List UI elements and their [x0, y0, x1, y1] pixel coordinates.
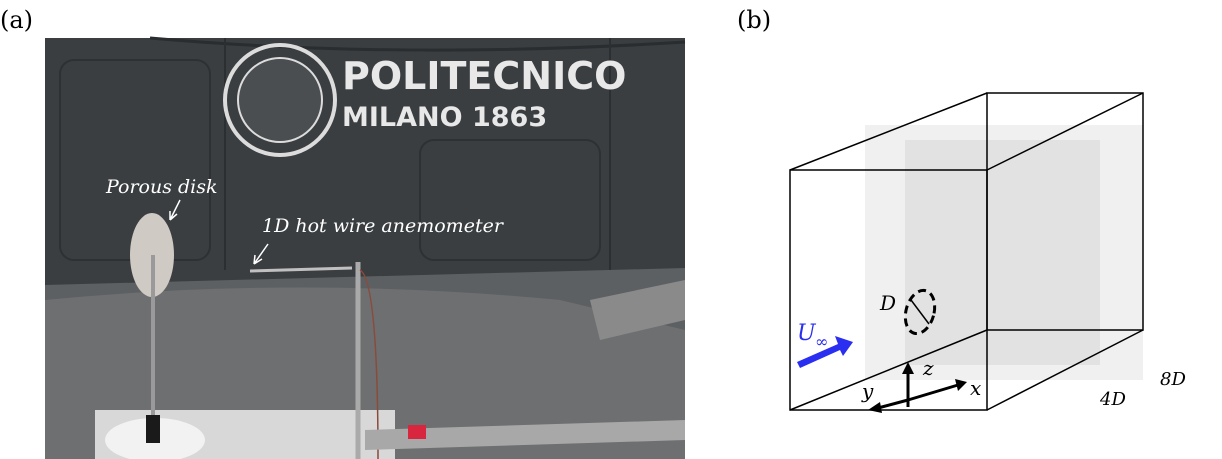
- axis-label: y: [861, 379, 874, 403]
- domain-diagram: D U ∞ z x y 4D 8D: [790, 93, 1186, 413]
- dimension-label: 4D: [1099, 389, 1126, 410]
- axis-label: x: [970, 376, 981, 400]
- axis-label: z: [922, 356, 934, 380]
- page: (a) POLITECNICO MILANO 1863 Porous disk …: [0, 0, 1222, 459]
- velocity-subscript: ∞: [815, 332, 828, 351]
- panel-label: (b): [737, 6, 771, 34]
- photo: POLITECNICO MILANO 1863 Porous disk 1D h…: [45, 38, 685, 459]
- velocity-symbol: U: [797, 321, 817, 346]
- panel-label: (a): [0, 6, 33, 34]
- dimension-label: 8D: [1160, 369, 1186, 390]
- logo-line: POLITECNICO: [342, 54, 626, 98]
- annotation: 1D hot wire anemometer: [262, 215, 505, 237]
- logo-line: MILANO 1863: [342, 102, 547, 133]
- annotation: Porous disk: [105, 176, 218, 198]
- dimension-label: D: [879, 291, 896, 315]
- figure: (a) POLITECNICO MILANO 1863 Porous disk …: [0, 0, 1222, 459]
